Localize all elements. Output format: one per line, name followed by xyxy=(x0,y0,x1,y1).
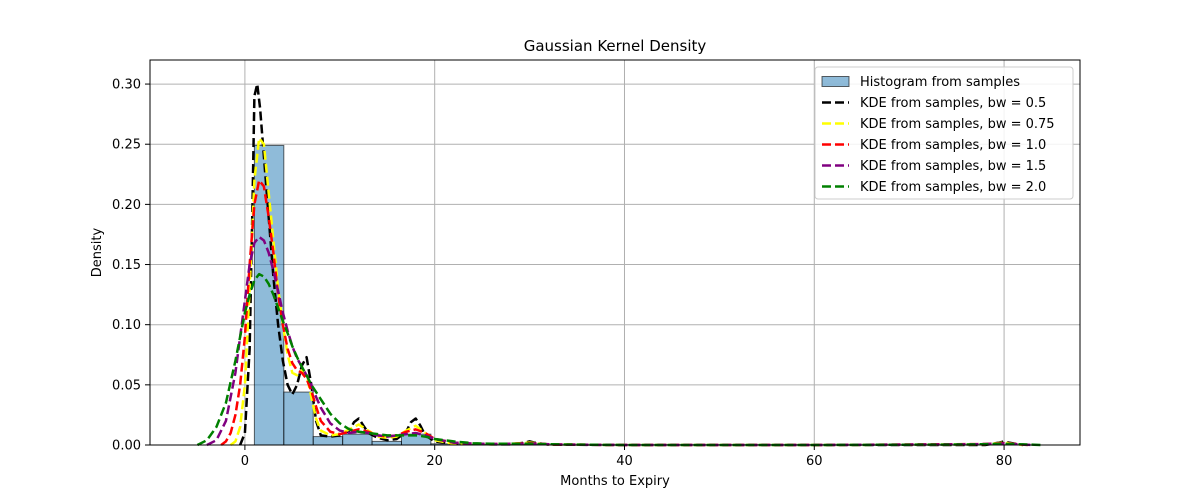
histogram-bar xyxy=(342,433,373,446)
y-tick-label: 0.20 xyxy=(112,198,141,213)
legend-label-kde-2: KDE from samples, bw = 0.75 xyxy=(860,117,1055,132)
y-tick-label: 0.25 xyxy=(112,138,141,153)
chart-title: Gaussian Kernel Density xyxy=(524,37,707,55)
kde-line-5 xyxy=(196,272,1043,447)
x-tick-label: 40 xyxy=(616,454,633,469)
y-axis-label: Density xyxy=(90,227,105,277)
y-tick-label: 0.05 xyxy=(112,378,141,393)
plot-frame xyxy=(149,59,1081,446)
y-tick-label: 0.00 xyxy=(112,439,141,454)
kde-lines xyxy=(196,82,1043,447)
legend-label-kde-4: KDE from samples, bw = 1.5 xyxy=(860,159,1046,174)
histogram-bar xyxy=(371,440,402,446)
histogram-bar xyxy=(283,391,314,446)
x-tick-label: 80 xyxy=(996,454,1013,469)
y-tick-label: 0.30 xyxy=(112,78,141,93)
histogram-bar xyxy=(312,436,344,446)
legend-box xyxy=(814,66,1074,200)
legend: Histogram from samples KDE from samples, … xyxy=(814,66,1074,200)
x-axis-label: Months to Expiry xyxy=(560,474,670,489)
legend-label-histogram: Histogram from samples xyxy=(860,75,1020,90)
legend-label-kde-1: KDE from samples, bw = 0.5 xyxy=(860,96,1046,111)
x-tick-label: 20 xyxy=(426,454,443,469)
y-tick-label: 0.10 xyxy=(112,318,141,333)
legend-label-kde-3: KDE from samples, bw = 1.0 xyxy=(860,138,1046,153)
x-tick-label: 0 xyxy=(241,454,249,469)
legend-label-kde-5: KDE from samples, bw = 2.0 xyxy=(860,180,1046,195)
y-tick-label: 0.15 xyxy=(112,258,141,273)
axis-ticks: 0 20 40 60 80 0.00 0.05 0.10 0.15 0.20 0.25 0.30 xyxy=(112,78,1012,469)
legend-swatch-histogram xyxy=(821,76,850,87)
x-tick-label: 60 xyxy=(806,454,823,469)
